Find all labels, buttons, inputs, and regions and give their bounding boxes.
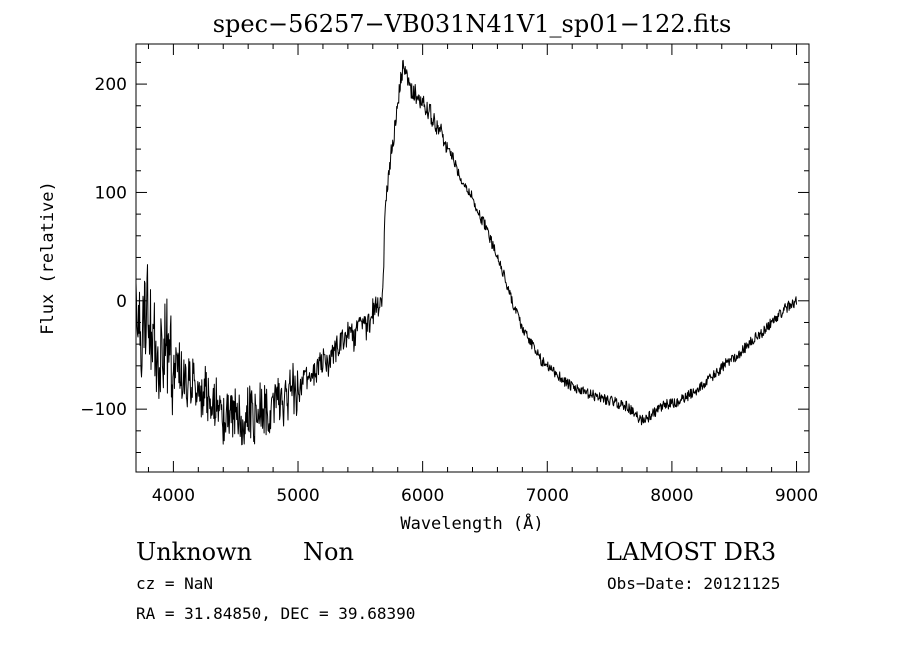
x-tick-label: 9000 (775, 486, 818, 506)
y-tick-label: 100 (95, 183, 127, 203)
x-tick-label: 4000 (152, 486, 195, 506)
object-subclass: Non (303, 538, 354, 566)
x-tick-label: 7000 (526, 486, 569, 506)
redshift-text: cz = NaN (136, 574, 213, 593)
x-tick-label: 6000 (401, 486, 444, 506)
spectrum-line (135, 59, 797, 446)
plot-area: 4000 5000 6000 7000 8000 9000 −100 0 100 200 (80, 43, 818, 506)
y-tick-label: 0 (116, 292, 127, 312)
survey-label: LAMOST DR3 (606, 538, 776, 566)
x-ticks: 4000 5000 6000 7000 8000 9000 (147, 44, 818, 506)
coords-text: RA = 31.84850, DEC = 39.68390 (136, 604, 415, 623)
object-class: Unknown (136, 538, 252, 566)
chart-title: spec−56257−VB031N41V1_sp01−122.fits (213, 10, 732, 38)
y-axis-label: Flux (relative) (38, 181, 58, 335)
x-tick-label: 5000 (276, 486, 319, 506)
x-axis-label: Wavelength (Å) (400, 512, 543, 534)
x-tick-label: 8000 (650, 486, 693, 506)
obs-date-text: Obs−Date: 20121125 (607, 574, 780, 593)
y-tick-label: 200 (95, 75, 127, 95)
y-tick-label: −100 (80, 400, 127, 420)
y-ticks: −100 0 100 200 (80, 61, 809, 453)
